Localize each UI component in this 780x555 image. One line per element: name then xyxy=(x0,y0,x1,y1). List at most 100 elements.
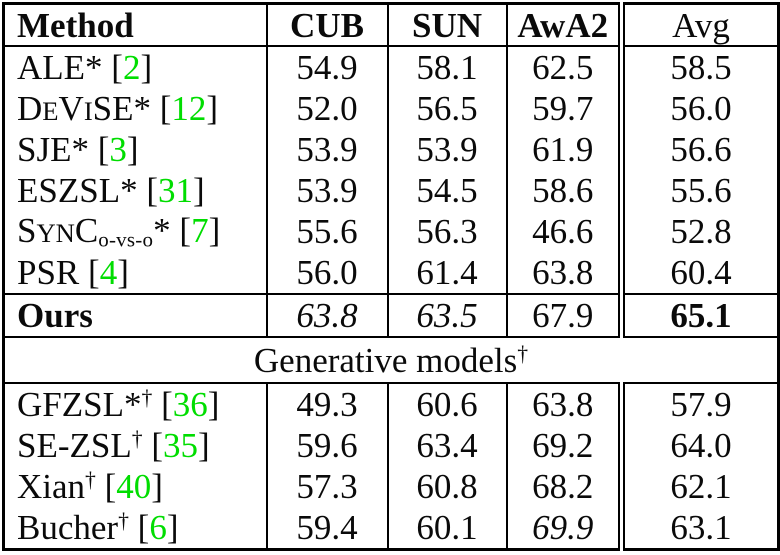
value-cell-awa2: 59.7 xyxy=(505,88,622,129)
value-cell-cub: 54.9 xyxy=(265,45,388,88)
text-segment: SE* [ xyxy=(92,89,172,128)
value-cell-awa2: 68.2 xyxy=(505,466,622,507)
method-cell: Ours xyxy=(3,293,267,337)
method-cell: Xian† [40] xyxy=(4,466,267,507)
value-cell-cub: 49.3 xyxy=(265,382,388,425)
table-body: ALE* [2] 54.9 58.1 62.5 58.5 DEVISE* [12] 52.0… xyxy=(3,45,779,550)
value-cell-sun: 61.4 xyxy=(386,252,507,294)
method-cell: SE-ZSL† [35] xyxy=(4,425,267,466)
value-cell-sun: 60.8 xyxy=(386,466,507,507)
value-cell-avg: 56.0 xyxy=(618,88,779,129)
column-header-awa2: AwA2 xyxy=(505,3,622,46)
value-cell-avg: 60.4 xyxy=(618,252,779,294)
header-row: Method CUB SUN AwA2 Avg xyxy=(4,3,779,46)
value-cell-sun: 60.1 xyxy=(386,507,507,550)
text-segment: E xyxy=(42,96,59,126)
text-segment: Ours xyxy=(17,296,93,335)
citation-link[interactable]: 6 xyxy=(149,508,167,547)
citation-link[interactable]: 12 xyxy=(171,89,207,128)
value-cell-cub: 52.0 xyxy=(265,88,388,129)
value-cell-avg: 55.6 xyxy=(618,170,779,211)
text-segment: † xyxy=(118,509,129,534)
text-segment: I xyxy=(83,96,93,126)
column-header-method: Method xyxy=(17,5,134,45)
text-segment: † xyxy=(131,427,143,452)
text-segment: ] xyxy=(206,89,219,128)
text-segment: ] xyxy=(197,426,210,465)
value-cell-avg: 58.5 xyxy=(618,45,779,88)
table-row: Ours 63.8 63.5 67.9 65.1 xyxy=(3,293,779,337)
text-segment: ] xyxy=(151,467,163,506)
table-row: ESZSL* [31] 53.9 54.5 58.6 55.6 xyxy=(4,170,779,211)
text-segment: † xyxy=(85,468,96,493)
table-row: Bucher† [6] 59.4 60.1 69.9 63.1 xyxy=(4,507,779,550)
text-segment: S xyxy=(17,211,37,250)
citation-link[interactable]: 3 xyxy=(109,130,127,169)
value-cell-avg: 56.6 xyxy=(618,129,779,170)
text-segment: SE-ZSL xyxy=(17,426,132,465)
value-cell-awa2: 67.9 xyxy=(505,293,622,337)
value-cell-avg: 57.9 xyxy=(618,382,779,425)
method-cell: ALE* [2] xyxy=(3,45,267,88)
text-segment: SJE* [ xyxy=(17,130,110,169)
method-cell: GFZSL*† [36] xyxy=(3,382,267,425)
value-cell-awa2: 69.9 xyxy=(505,507,622,550)
citation-link[interactable]: 2 xyxy=(122,48,141,87)
value-cell-sun: 58.1 xyxy=(386,45,507,88)
value-cell-avg: 64.0 xyxy=(618,425,779,466)
table-row: Xian† [40] 57.3 60.8 68.2 62.1 xyxy=(4,466,779,507)
value-cell-awa2: 61.9 xyxy=(505,129,622,170)
text-segment: ESZSL* [ xyxy=(17,171,158,210)
table-row: GFZSL*† [36] 49.3 60.6 63.8 57.9 xyxy=(3,382,779,425)
section-title: Generative models† xyxy=(3,336,779,383)
table-row: SE-ZSL† [35] 59.6 63.4 69.2 64.0 xyxy=(4,425,779,466)
citation-link[interactable]: 7 xyxy=(191,211,209,250)
text-segment: [ xyxy=(128,508,150,547)
value-cell-cub: 57.3 xyxy=(265,466,388,507)
value-cell-cub: 53.9 xyxy=(265,170,388,211)
value-cell-sun: 63.5 xyxy=(386,293,507,337)
text-segment: ] xyxy=(126,130,139,169)
citation-link[interactable]: 36 xyxy=(172,385,208,424)
text-segment: PSR [ xyxy=(17,253,100,292)
citation-link[interactable]: 35 xyxy=(162,426,198,465)
text-segment: † xyxy=(517,341,529,366)
text-segment: C xyxy=(74,211,99,250)
text-segment: D xyxy=(17,89,43,128)
value-cell-awa2: 62.5 xyxy=(505,45,622,88)
table-row: PSR [4] 56.0 61.4 63.8 60.4 xyxy=(4,252,779,294)
citation-link[interactable]: 40 xyxy=(116,467,152,506)
value-cell-avg: 52.8 xyxy=(618,211,779,252)
value-cell-avg: 62.1 xyxy=(618,466,779,507)
text-segment: YN xyxy=(36,217,75,248)
method-cell: Bucher† [6] xyxy=(4,507,267,550)
text-segment: ] xyxy=(140,48,153,87)
value-cell-cub: 56.0 xyxy=(265,252,388,294)
text-segment: [ xyxy=(142,426,163,465)
value-cell-awa2: 63.8 xyxy=(505,382,622,425)
citation-link[interactable]: 31 xyxy=(157,171,193,210)
value-cell-awa2: 69.2 xyxy=(505,425,622,466)
text-segment: [ xyxy=(95,467,117,506)
text-segment: Generative models xyxy=(253,340,518,380)
text-segment: [ xyxy=(152,385,173,424)
value-cell-cub: 59.4 xyxy=(265,507,388,550)
value-cell-avg: 65.1 xyxy=(618,293,779,337)
value-cell-awa2: 63.8 xyxy=(505,252,622,294)
value-cell-awa2: 46.6 xyxy=(505,211,622,252)
text-segment: o-vs-o xyxy=(98,227,154,252)
table-row: SJE* [3] 53.9 53.9 61.9 56.6 xyxy=(4,129,779,170)
citation-link[interactable]: 4 xyxy=(99,253,118,292)
method-cell: PSR [4] xyxy=(4,252,267,294)
value-cell-sun: 56.3 xyxy=(386,211,507,252)
column-header-avg: Avg xyxy=(618,3,779,46)
value-cell-cub: 59.6 xyxy=(265,425,388,466)
text-segment: Bucher xyxy=(17,508,119,547)
text-segment: † xyxy=(141,386,153,411)
value-cell-awa2: 58.6 xyxy=(505,170,622,211)
text-segment: V xyxy=(58,89,84,128)
value-cell-cub: 53.9 xyxy=(265,129,388,170)
text-segment: * [ xyxy=(153,211,192,250)
